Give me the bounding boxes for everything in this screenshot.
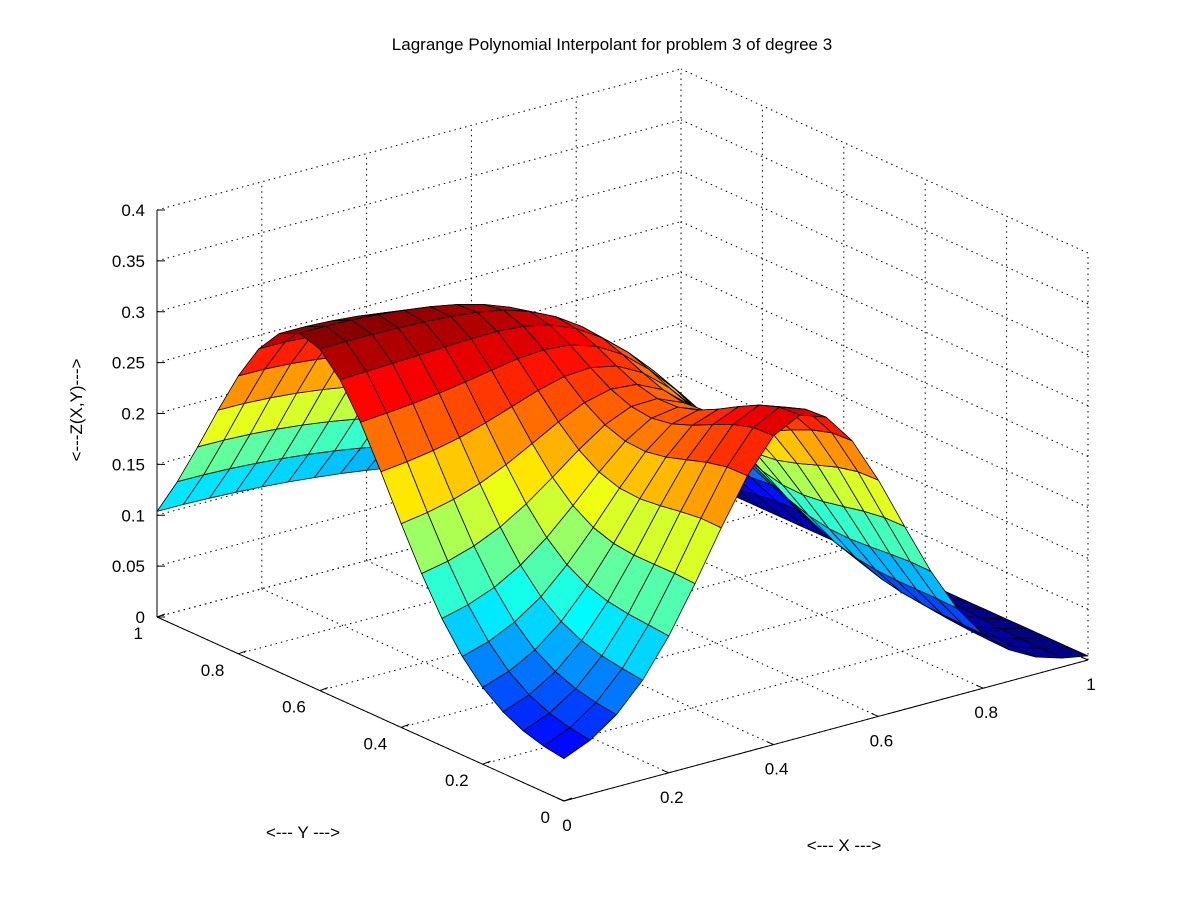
y-tick-mark xyxy=(238,650,247,655)
back-wall-grid-z xyxy=(156,170,682,313)
floor-grid-line-y xyxy=(401,585,926,728)
surface-layer xyxy=(156,303,1089,759)
z-axis-label: <---Z(X,Y)---> xyxy=(67,358,86,461)
y-tick-label: 0.8 xyxy=(201,661,225,680)
x-axis-label: <--- X ---> xyxy=(807,836,882,855)
y-axis-label: <--- Y ---> xyxy=(266,823,340,842)
z-tick-label: 0.4 xyxy=(121,201,145,220)
back-wall-grid-z xyxy=(156,68,682,211)
x-tick-mark xyxy=(766,741,774,746)
y-tick-label: 1 xyxy=(134,624,143,643)
x-tick-mark xyxy=(556,797,565,802)
y-tick-label: 0.6 xyxy=(282,698,306,717)
x-tick-label: 0 xyxy=(562,816,571,835)
x-tick-label: 0.6 xyxy=(870,731,894,750)
back-wall-grid-z xyxy=(156,221,682,364)
y-axis-line xyxy=(156,616,565,802)
x-tick-label: 1 xyxy=(1086,675,1095,694)
y-tick-mark xyxy=(563,797,573,802)
chart-title: Lagrange Polynomial Interpolant for prob… xyxy=(392,35,832,54)
x-tick-label: 0.4 xyxy=(765,760,789,779)
floor-grid-line-y xyxy=(319,549,844,692)
y-tick-label: 0.4 xyxy=(364,734,388,753)
x-tick-label: 0.2 xyxy=(660,788,684,807)
axis-layer xyxy=(156,209,1089,802)
z-tick-label: 0.35 xyxy=(112,252,145,271)
y-tick-label: 0.2 xyxy=(445,771,469,790)
floor-grid-line-y xyxy=(482,622,1007,765)
surface-patch xyxy=(543,727,591,759)
x-tick-mark xyxy=(1080,656,1089,661)
y-tick-mark xyxy=(401,723,410,728)
z-tick-label: 0.1 xyxy=(121,506,145,525)
x-tick-mark xyxy=(661,769,669,774)
x-axis-line xyxy=(563,659,1089,802)
y-tick-mark xyxy=(482,760,491,765)
x-tick-mark xyxy=(871,712,879,717)
back-wall-grid-z xyxy=(156,119,682,262)
z-tick-label: 0.3 xyxy=(121,303,145,322)
x-tick-mark xyxy=(976,684,984,689)
z-tick-label: 0.05 xyxy=(112,557,145,576)
y-tick-label: 0 xyxy=(541,808,550,827)
tick-layer: 00.20.40.60.8100.20.40.60.8100.050.10.15… xyxy=(112,201,1096,835)
z-tick-label: 0.25 xyxy=(112,354,145,373)
y-tick-mark xyxy=(319,687,328,692)
z-tick-label: 0.15 xyxy=(112,455,145,474)
x-tick-label: 0.8 xyxy=(974,703,998,722)
z-tick-label: 0.2 xyxy=(121,405,145,424)
z-tick-label: 0 xyxy=(136,608,145,627)
back-wall-grid-z xyxy=(156,272,682,414)
